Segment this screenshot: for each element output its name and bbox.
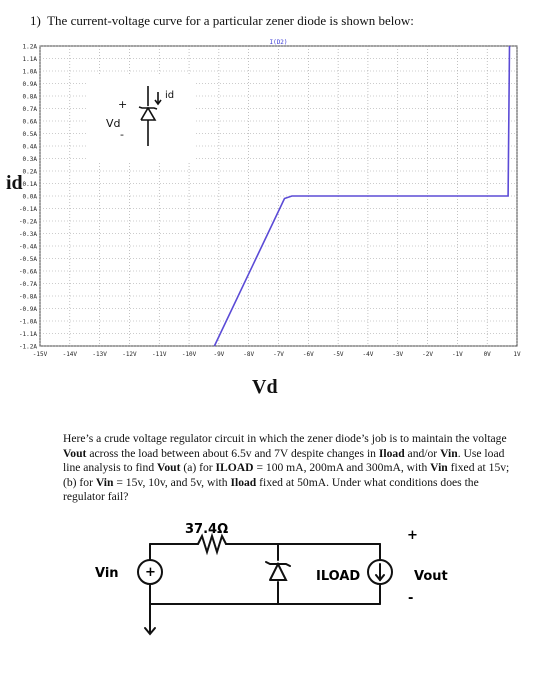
text-span: = 15v, 10v, and 5v, with	[113, 475, 231, 489]
iv-plot: 1.2A 1.1A 1.0A 0.9A 0.8A 0.7A 0.6A 0.5A 0.4A 0.3A…	[0, 36, 553, 366]
x-tick-label: -14V	[63, 351, 78, 358]
iv-curve-line	[213, 45, 511, 347]
vin-plus-symbol: +	[145, 565, 156, 580]
y-tick-label: 1.0A	[23, 69, 38, 76]
y-tick-label: 0.0A	[23, 194, 38, 201]
y-tick-label: -1.1A	[19, 331, 37, 338]
text-span: fixed at 15v; (b) for	[63, 461, 510, 489]
iload-label: ILOAD	[316, 569, 360, 584]
bold-span: Vout	[157, 461, 181, 475]
y-tick-label: 1.2A	[23, 44, 38, 51]
x-tick-label: -1V	[452, 351, 463, 358]
y-tick-label: 0.2A	[23, 169, 38, 176]
x-tick-label: -4V	[363, 351, 374, 358]
x-tick-label: 0V	[484, 351, 492, 358]
y-tick-label: 0.7A	[23, 106, 38, 113]
text-span: (a) for	[180, 461, 216, 475]
y-tick-label: 0.6A	[23, 119, 38, 126]
text-span: = 100 mA, 200mA and 300mA, with	[253, 461, 431, 475]
x-tick-label: -15V	[33, 351, 48, 358]
vout-plus: +	[407, 528, 418, 543]
bold-span: ILOAD	[215, 461, 254, 475]
chart-title: I(D2)	[269, 39, 287, 46]
y-tick-label: -1.0A	[19, 319, 37, 326]
inset-id-label: id	[165, 90, 174, 101]
y-tick-label: -0.7A	[19, 281, 37, 288]
inset-vd-label: Vd	[106, 117, 121, 130]
arrow-head-icon	[375, 574, 385, 582]
text-span: across the load between about 6.5v and 7…	[86, 446, 379, 460]
y-tick-label: 0.5A	[23, 131, 38, 138]
text-span: fixed at 50mA. Under what conditions doe…	[63, 475, 479, 504]
load-current-source-symbol	[367, 559, 393, 585]
y-tick-label: -0.8A	[19, 294, 37, 301]
text-span: . Use load line analysis to find	[63, 446, 505, 475]
zener-diode-symbol	[269, 561, 288, 581]
x-tick-label: -3V	[392, 351, 403, 358]
y-axis-label: id	[6, 172, 23, 194]
vin-label: Vin	[95, 566, 119, 581]
y-tick-label: -0.9A	[19, 306, 37, 313]
x-tick-label: -6V	[303, 351, 314, 358]
resistor-symbol	[197, 532, 227, 556]
bold-span: Vout	[63, 446, 87, 460]
vout-minus: -	[408, 591, 413, 606]
text-span: and/or	[404, 446, 441, 460]
y-tick-label: -0.4A	[19, 244, 37, 251]
text-span: Here’s a crude voltage regulator circuit…	[63, 432, 507, 445]
x-tick-label: -5V	[333, 351, 344, 358]
ground-icon	[144, 627, 156, 636]
y-tick-label: -0.3A	[19, 231, 37, 238]
inset-zener-bar	[138, 106, 158, 110]
iv-chart-svg: 1.2A 1.1A 1.0A 0.9A 0.8A 0.7A 0.6A 0.5A 0.4A 0.3A…	[19, 39, 521, 358]
bold-span: Iload	[378, 446, 405, 460]
circuit-svg: + 37.4Ω Vin ILOAD + Vout -	[95, 522, 448, 636]
y-tick-label: -1.2A	[19, 344, 37, 351]
problem-paragraph: Here’s a crude voltage regulator circuit…	[63, 432, 518, 505]
y-tick-label: 0.1A	[23, 181, 38, 188]
x-axis-label: Vd	[252, 376, 278, 398]
regulator-circuit: + 37.4Ω Vin ILOAD + Vout -	[0, 500, 553, 673]
y-tick-label: 0.4A	[23, 144, 38, 151]
vout-label: Vout	[414, 569, 448, 584]
resistor-label: 37.4Ω	[185, 522, 228, 537]
x-tick-label: -9V	[213, 351, 224, 358]
vin-source-symbol	[137, 559, 163, 585]
y-tick-label: 0.9A	[23, 81, 38, 88]
inset-plus: +	[118, 98, 127, 111]
bold-span: Iload	[230, 475, 257, 489]
y-tick-label: -0.1A	[19, 206, 37, 213]
x-tick-label: -10V	[182, 351, 197, 358]
bold-span: Vin	[95, 475, 114, 489]
y-tick-label: -0.5A	[19, 256, 37, 263]
x-tick-label: -8V	[243, 351, 254, 358]
question-title: 1) The current-voltage curve for a parti…	[30, 13, 414, 29]
y-tick-label: -0.6A	[19, 269, 37, 276]
x-tick-label: -11V	[152, 351, 167, 358]
x-tick-label: -13V	[92, 351, 107, 358]
question-text: The current-voltage curve for a particul…	[47, 13, 414, 28]
x-tick-label: -2V	[422, 351, 433, 358]
x-tick-label: -7V	[273, 351, 284, 358]
bold-span: Vin	[440, 446, 458, 460]
y-tick-label: 0.8A	[23, 94, 38, 101]
inset-minus: -	[120, 128, 124, 141]
y-tick-label: -0.2A	[19, 219, 37, 226]
bold-span: Vin	[430, 461, 448, 475]
x-tick-label: -12V	[122, 351, 137, 358]
question-number: 1)	[30, 13, 41, 28]
zener-bar	[265, 561, 291, 567]
inset-zener-sketch	[138, 86, 162, 146]
y-tick-label: 1.1A	[23, 56, 38, 63]
y-tick-label: 0.3A	[23, 156, 38, 163]
inset-arrow-head-icon	[154, 99, 162, 106]
x-tick-label: 1V	[513, 351, 521, 358]
